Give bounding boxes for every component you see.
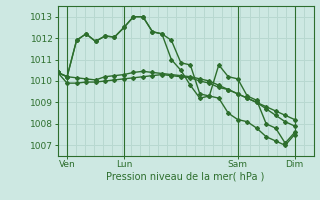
X-axis label: Pression niveau de la mer( hPa ): Pression niveau de la mer( hPa ) (107, 172, 265, 182)
